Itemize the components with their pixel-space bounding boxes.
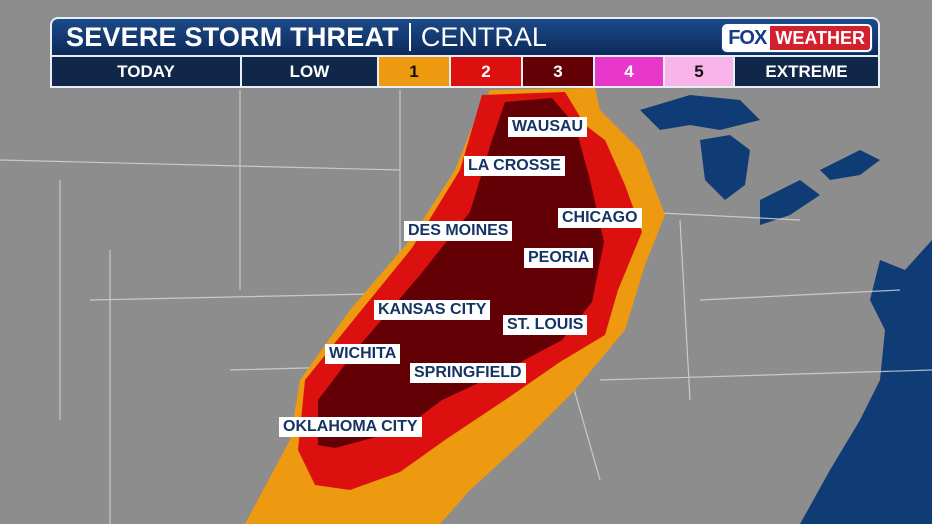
fox-weather-logo: FOX WEATHER: [722, 24, 872, 52]
city-label-springfield: SPRINGFIELD: [410, 363, 526, 383]
scale-level-3: 3: [523, 57, 593, 86]
city-label-la-crosse: LA CROSSE: [464, 156, 565, 176]
scale-level-1: 1: [379, 57, 449, 86]
logo-weather: WEATHER: [770, 26, 870, 50]
scale-day: TODAY: [52, 57, 240, 86]
city-label-st-louis: ST. LOUIS: [503, 315, 588, 335]
city-label-chicago: CHICAGO: [558, 208, 642, 228]
region-label: CENTRAL: [420, 21, 547, 52]
city-label-peoria: PEORIA: [524, 248, 594, 268]
title-divider: [408, 23, 411, 51]
city-label-wausau: WAUSAU: [508, 117, 588, 137]
atlantic-ocean: [800, 240, 932, 524]
scale-level-5: 5: [665, 57, 733, 86]
logo-fox: FOX: [724, 26, 771, 50]
scale-extreme: EXTREME: [735, 57, 878, 86]
city-label-des-moines: DES MOINES: [404, 221, 513, 241]
title-banner: SEVERE STORM THREAT CENTRAL FOX WEATHER: [50, 17, 880, 57]
scale-low: LOW: [242, 57, 377, 86]
city-label-wichita: WICHITA: [325, 344, 401, 364]
scale-level-2: 2: [451, 57, 521, 86]
city-label-oklahoma-city: OKLAHOMA CITY: [279, 417, 422, 437]
page-title: SEVERE STORM THREAT: [66, 21, 399, 52]
scale-level-4: 4: [595, 57, 663, 86]
threat-scale: TODAY LOW 1 2 3 4 5 EXTREME: [50, 57, 880, 88]
city-label-kansas-city: KANSAS CITY: [374, 300, 491, 320]
great-lakes: [598, 95, 880, 225]
